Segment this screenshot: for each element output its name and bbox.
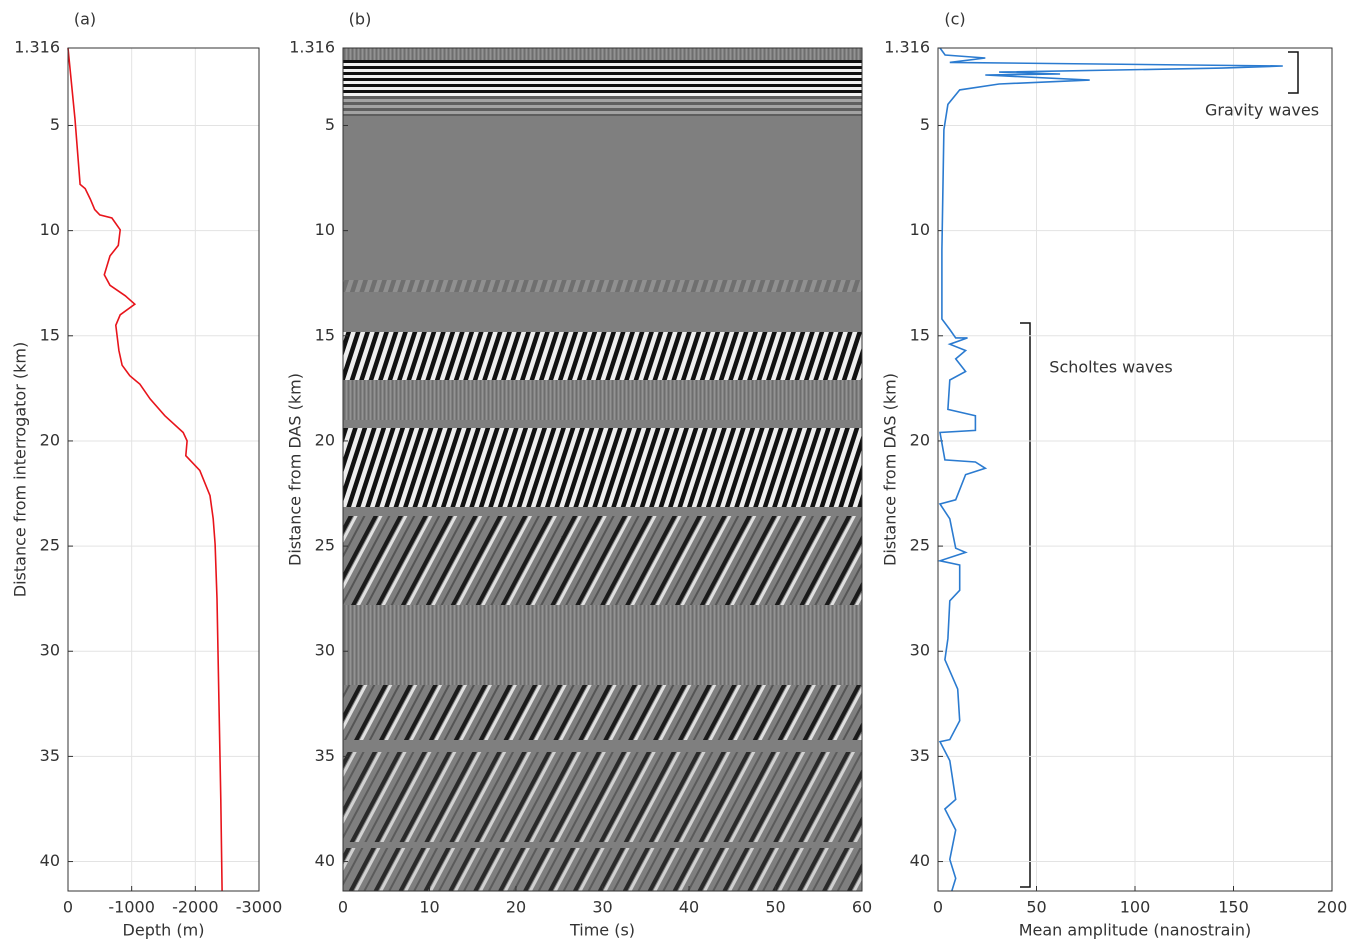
bracket	[1288, 51, 1299, 94]
y-axis-label: Distance from interrogator (km)	[11, 342, 30, 597]
y-tick-label: 25	[315, 536, 335, 555]
x-tick-label: 40	[679, 898, 699, 917]
x-tick-label: 100	[1120, 898, 1151, 917]
y-tick-label: 10	[315, 220, 335, 239]
x-tick-label: 60	[852, 898, 872, 917]
panel-label: (b)	[349, 10, 372, 29]
y-tick-label: 15	[910, 325, 930, 344]
x-tick-label: 150	[1218, 898, 1249, 917]
x-axis-label: Depth (m)	[123, 921, 205, 940]
x-tick-label: 20	[506, 898, 526, 917]
y-tick-label: 40	[910, 851, 930, 870]
y-tick-label: 35	[910, 746, 930, 765]
x-tick-label: 30	[592, 898, 612, 917]
x-axis-label: Time (s)	[569, 921, 635, 940]
y-tick-label: 5	[920, 115, 930, 134]
y-tick-label: 35	[40, 746, 60, 765]
y-tick-label: 30	[910, 641, 930, 660]
x-tick-label: -2000	[172, 898, 219, 917]
x-tick-label: 10	[419, 898, 439, 917]
y-tick-label: 40	[40, 851, 60, 870]
y-tick-label: 20	[40, 430, 60, 449]
x-tick-label: 50	[1026, 898, 1046, 917]
y-axis-label: Distance from DAS (km)	[881, 373, 900, 566]
x-tick-label: 0	[933, 898, 943, 917]
bracket	[1020, 322, 1031, 888]
x-tick-label: 200	[1317, 898, 1348, 917]
panel-label: (a)	[74, 10, 96, 29]
axes-box	[67, 47, 260, 892]
y-tick-label: 5	[50, 115, 60, 134]
annotation: Gravity waves	[1205, 101, 1319, 120]
y-tick-label: 30	[315, 641, 335, 660]
data-line	[936, 47, 1283, 892]
x-axis-label: Mean amplitude (nanostrain)	[1019, 921, 1252, 940]
y-tick-label: 35	[315, 746, 335, 765]
data-line	[67, 47, 223, 892]
y-axis-label: Distance from DAS (km)	[286, 373, 305, 566]
y-tick-label: 20	[315, 430, 335, 449]
y-tick-label: 5	[325, 115, 335, 134]
x-tick-label: -3000	[236, 898, 283, 917]
x-tick-label: 50	[765, 898, 785, 917]
y-tick-label: 15	[40, 325, 60, 344]
y-tick-label: 30	[40, 641, 60, 660]
annotation: Scholtes waves	[1049, 358, 1172, 377]
x-tick-label: 0	[63, 898, 73, 917]
das-image	[343, 48, 862, 891]
y-tick-label: 40	[315, 851, 335, 870]
y-tick-label: 10	[40, 220, 60, 239]
y-tick-label: 25	[40, 536, 60, 555]
x-tick-label: -1000	[108, 898, 155, 917]
y-tick-label: 15	[315, 325, 335, 344]
y-tick-label: 1.316	[884, 38, 930, 57]
y-tick-label: 10	[910, 220, 930, 239]
y-tick-label: 1.316	[14, 38, 60, 57]
axes-box	[342, 47, 863, 892]
y-tick-label: 20	[910, 430, 930, 449]
axes-box	[937, 47, 1333, 892]
y-tick-label: 25	[910, 536, 930, 555]
panel-label: (c)	[944, 10, 965, 29]
y-tick-label: 1.316	[289, 38, 335, 57]
x-tick-label: 0	[338, 898, 348, 917]
